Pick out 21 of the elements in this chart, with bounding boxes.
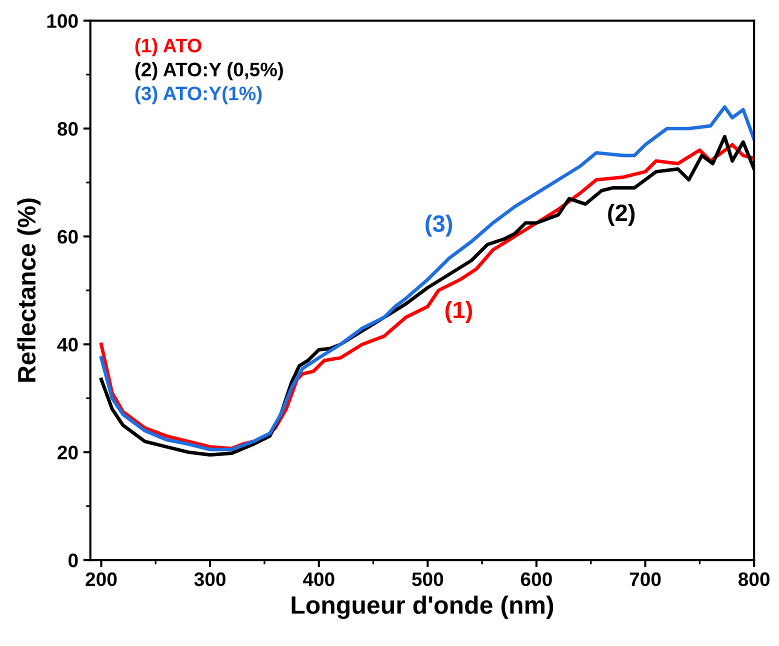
x-tick-label: 300 — [194, 572, 226, 586]
x-tick-label: 500 — [412, 572, 444, 586]
text: (2) ATO:Y (0,5%) — [135, 62, 283, 80]
y-tick-label: 20 — [58, 446, 78, 460]
x-tick-label: 600 — [520, 572, 552, 586]
y-tick-label: 80 — [58, 122, 78, 136]
annotation: (1) — [445, 300, 472, 323]
y-tick-label: 0 — [68, 554, 78, 568]
x-tick-label: 700 — [630, 572, 661, 586]
text: (1) ATO — [135, 38, 202, 56]
x-axis-title: Longueur d'onde (nm) — [292, 596, 554, 619]
y-tick-label: 40 — [57, 338, 78, 352]
text: (3) ATO:Y(1%) — [135, 86, 262, 104]
x-tick-label: 800 — [738, 572, 770, 586]
annotation: (2) — [608, 204, 635, 226]
annotation: (3) — [426, 214, 452, 237]
x-tick-label: 200 — [86, 572, 117, 586]
y-axis-title: Reflectance (%) — [17, 198, 41, 382]
y-tick-label: 60 — [58, 230, 78, 244]
y-tick-label: 100 — [47, 14, 78, 28]
x-tick-label: 400 — [302, 572, 334, 586]
